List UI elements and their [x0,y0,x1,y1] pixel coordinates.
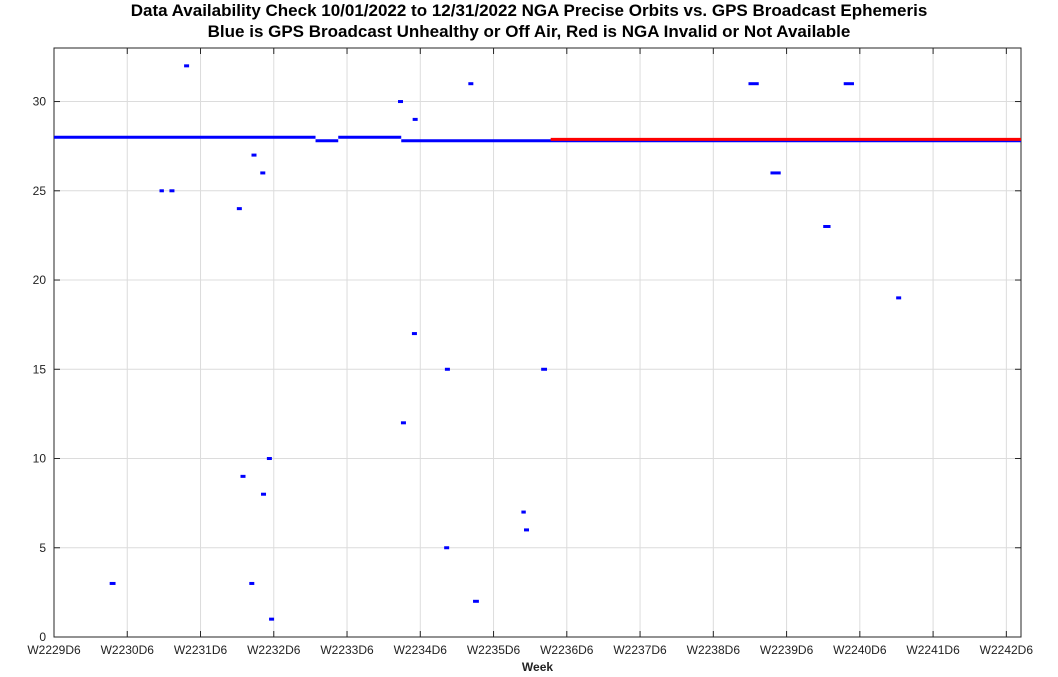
axis-ticks: W2229D6 W2230D6 W2231D6 W2232D6 W2233D6 W2234… [27,48,1033,657]
y-tick-label: 20 [33,273,47,287]
y-tick-label: 30 [33,95,47,109]
x-tick-label: W2235D6 [467,643,521,657]
chart-subtitle: Blue is GPS Broadcast Unhealthy or Off A… [207,22,851,41]
data-point [184,64,190,68]
x-tick-label: W2240D6 [833,643,887,657]
data-point [412,117,418,121]
data-point [444,367,450,371]
data-point [400,421,406,425]
data-point [266,457,272,461]
data-point [398,100,404,104]
y-tick-label: 15 [33,362,47,376]
x-tick-label: W2229D6 [27,643,81,657]
data-point [251,153,257,157]
data-point [524,528,530,532]
y-tick-label: 10 [33,452,47,466]
x-axis-label: Week [522,660,553,674]
x-tick-label: W2238D6 [687,643,741,657]
x-tick-label: W2242D6 [980,643,1034,657]
data-point [169,189,175,193]
x-tick-label: W2241D6 [906,643,960,657]
data-point [444,546,450,550]
data-point [260,171,266,175]
data-point [236,207,242,211]
x-tick-label: W2231D6 [174,643,228,657]
data-point [896,296,902,300]
x-tick-label: W2239D6 [760,643,814,657]
plot-area [53,47,1022,638]
data-point [411,332,417,336]
data-point [261,492,267,496]
chart-title: Data Availability Check 10/01/2022 to 12… [130,1,928,20]
y-tick-label: 25 [33,184,47,198]
x-tick-label: W2237D6 [613,643,667,657]
x-tick-label: W2230D6 [101,643,155,657]
data-point [269,617,275,621]
y-tick-label: 0 [39,630,46,644]
y-tick-label: 5 [39,541,46,555]
x-tick-label: W2233D6 [320,643,374,657]
data-point [249,581,255,585]
x-tick-label: W2234D6 [394,643,448,657]
data-point [468,82,474,86]
data-point [240,474,246,478]
data-series [54,64,1021,621]
x-tick-label: W2236D6 [540,643,594,657]
x-tick-label: W2232D6 [247,643,301,657]
